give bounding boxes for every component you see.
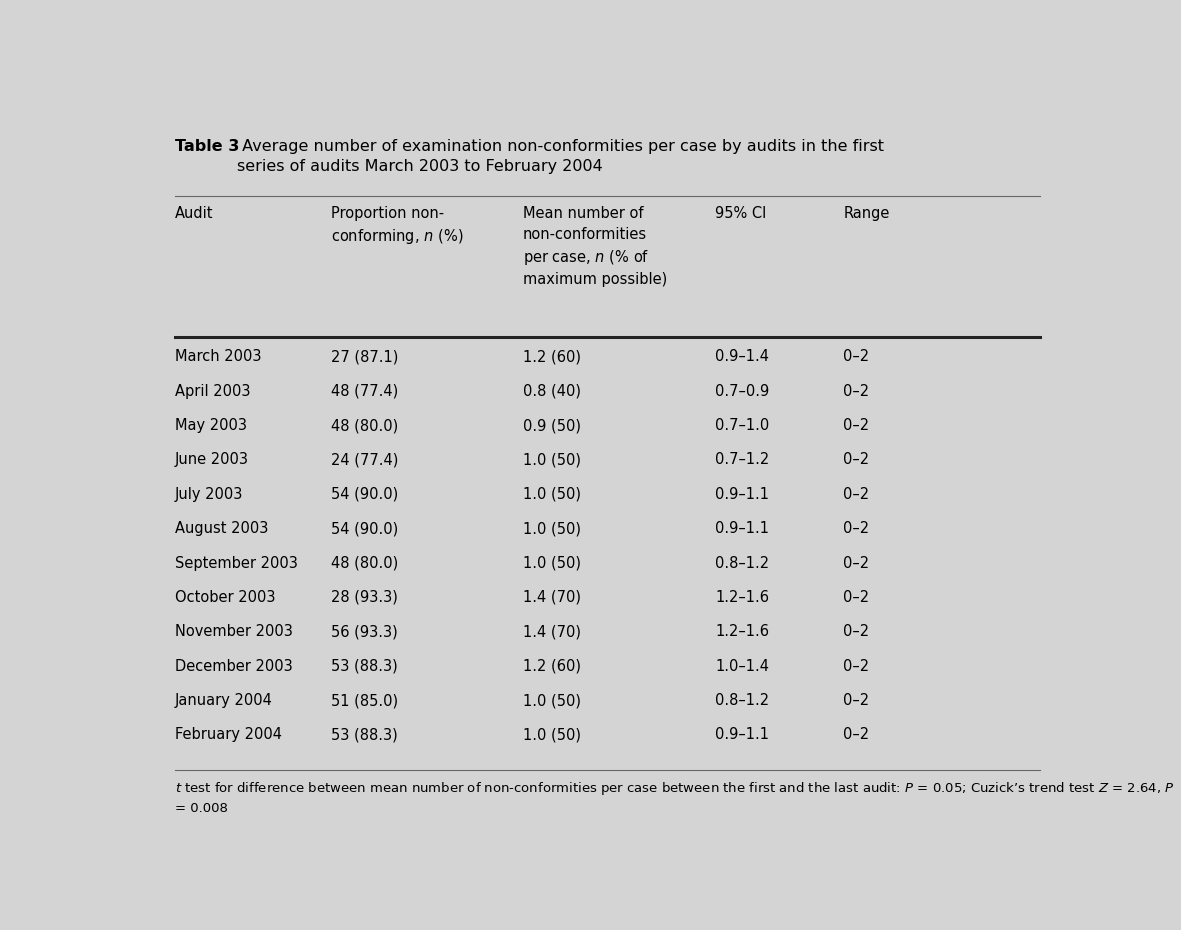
Text: April 2003: April 2003	[175, 384, 250, 399]
Text: 0–2: 0–2	[843, 384, 869, 399]
Text: 1.0 (50): 1.0 (50)	[523, 453, 581, 468]
Text: 0–2: 0–2	[843, 418, 869, 433]
Text: 0–2: 0–2	[843, 590, 869, 604]
Text: 0.9–1.4: 0.9–1.4	[716, 350, 769, 365]
Text: 0.9–1.1: 0.9–1.1	[716, 486, 769, 502]
Text: 0.9–1.1: 0.9–1.1	[716, 521, 769, 537]
Text: 53 (88.3): 53 (88.3)	[331, 727, 398, 742]
Text: 54 (90.0): 54 (90.0)	[331, 486, 398, 502]
Text: March 2003: March 2003	[175, 350, 261, 365]
Text: 0–2: 0–2	[843, 658, 869, 673]
Text: 1.2–1.6: 1.2–1.6	[716, 624, 769, 639]
Text: 1.4 (70): 1.4 (70)	[523, 624, 581, 639]
Text: 1.0 (50): 1.0 (50)	[523, 521, 581, 537]
Text: 48 (77.4): 48 (77.4)	[331, 384, 398, 399]
Text: 1.2 (60): 1.2 (60)	[523, 350, 581, 365]
Text: 48 (80.0): 48 (80.0)	[331, 555, 398, 571]
Text: 0.7–1.0: 0.7–1.0	[716, 418, 769, 433]
Text: 95% CI: 95% CI	[716, 206, 766, 221]
Text: 24 (77.4): 24 (77.4)	[331, 453, 398, 468]
Text: January 2004: January 2004	[175, 693, 273, 708]
Text: Table 3: Table 3	[175, 139, 240, 153]
Text: Mean number of
non-conformities
per case, $n$ (% of
maximum possible): Mean number of non-conformities per case…	[523, 206, 667, 287]
Text: 1.0 (50): 1.0 (50)	[523, 555, 581, 571]
Text: $t$ test for difference between mean number of non-conformities per case between: $t$ test for difference between mean num…	[175, 779, 1175, 815]
Text: 56 (93.3): 56 (93.3)	[331, 624, 398, 639]
Text: 1.2 (60): 1.2 (60)	[523, 658, 581, 673]
Text: 0.8–1.2: 0.8–1.2	[716, 693, 769, 708]
Text: 0.9 (50): 0.9 (50)	[523, 418, 581, 433]
Text: 0–2: 0–2	[843, 486, 869, 502]
Text: 28 (93.3): 28 (93.3)	[331, 590, 398, 604]
Text: 0.8 (40): 0.8 (40)	[523, 384, 581, 399]
Text: Average number of examination non-conformities per case by audits in the first
s: Average number of examination non-confor…	[237, 139, 885, 174]
Text: 1.0 (50): 1.0 (50)	[523, 486, 581, 502]
Text: 0–2: 0–2	[843, 624, 869, 639]
Text: 0–2: 0–2	[843, 350, 869, 365]
Text: 0–2: 0–2	[843, 693, 869, 708]
Text: 0–2: 0–2	[843, 521, 869, 537]
Text: June 2003: June 2003	[175, 453, 249, 468]
Text: 0.8–1.2: 0.8–1.2	[716, 555, 769, 571]
Text: 0–2: 0–2	[843, 727, 869, 742]
Text: 1.0 (50): 1.0 (50)	[523, 693, 581, 708]
Text: 0.9–1.1: 0.9–1.1	[716, 727, 769, 742]
Text: 0.7–1.2: 0.7–1.2	[716, 453, 769, 468]
Text: Proportion non-
conforming, $n$ (%): Proportion non- conforming, $n$ (%)	[331, 206, 463, 246]
Text: 27 (87.1): 27 (87.1)	[331, 350, 398, 365]
Text: 1.0 (50): 1.0 (50)	[523, 727, 581, 742]
Text: 53 (88.3): 53 (88.3)	[331, 658, 398, 673]
Text: 0.7–0.9: 0.7–0.9	[716, 384, 769, 399]
Text: December 2003: December 2003	[175, 658, 293, 673]
Text: Range: Range	[843, 206, 889, 221]
Text: 1.0–1.4: 1.0–1.4	[716, 658, 769, 673]
Text: Audit: Audit	[175, 206, 214, 221]
Text: September 2003: September 2003	[175, 555, 298, 571]
Text: May 2003: May 2003	[175, 418, 247, 433]
Text: 0–2: 0–2	[843, 555, 869, 571]
Text: July 2003: July 2003	[175, 486, 243, 502]
Text: August 2003: August 2003	[175, 521, 268, 537]
Text: 0–2: 0–2	[843, 453, 869, 468]
Text: February 2004: February 2004	[175, 727, 282, 742]
Text: October 2003: October 2003	[175, 590, 275, 604]
Text: 48 (80.0): 48 (80.0)	[331, 418, 398, 433]
Text: 1.2–1.6: 1.2–1.6	[716, 590, 769, 604]
Text: 54 (90.0): 54 (90.0)	[331, 521, 398, 537]
Text: 51 (85.0): 51 (85.0)	[331, 693, 398, 708]
Text: November 2003: November 2003	[175, 624, 293, 639]
Text: 1.4 (70): 1.4 (70)	[523, 590, 581, 604]
